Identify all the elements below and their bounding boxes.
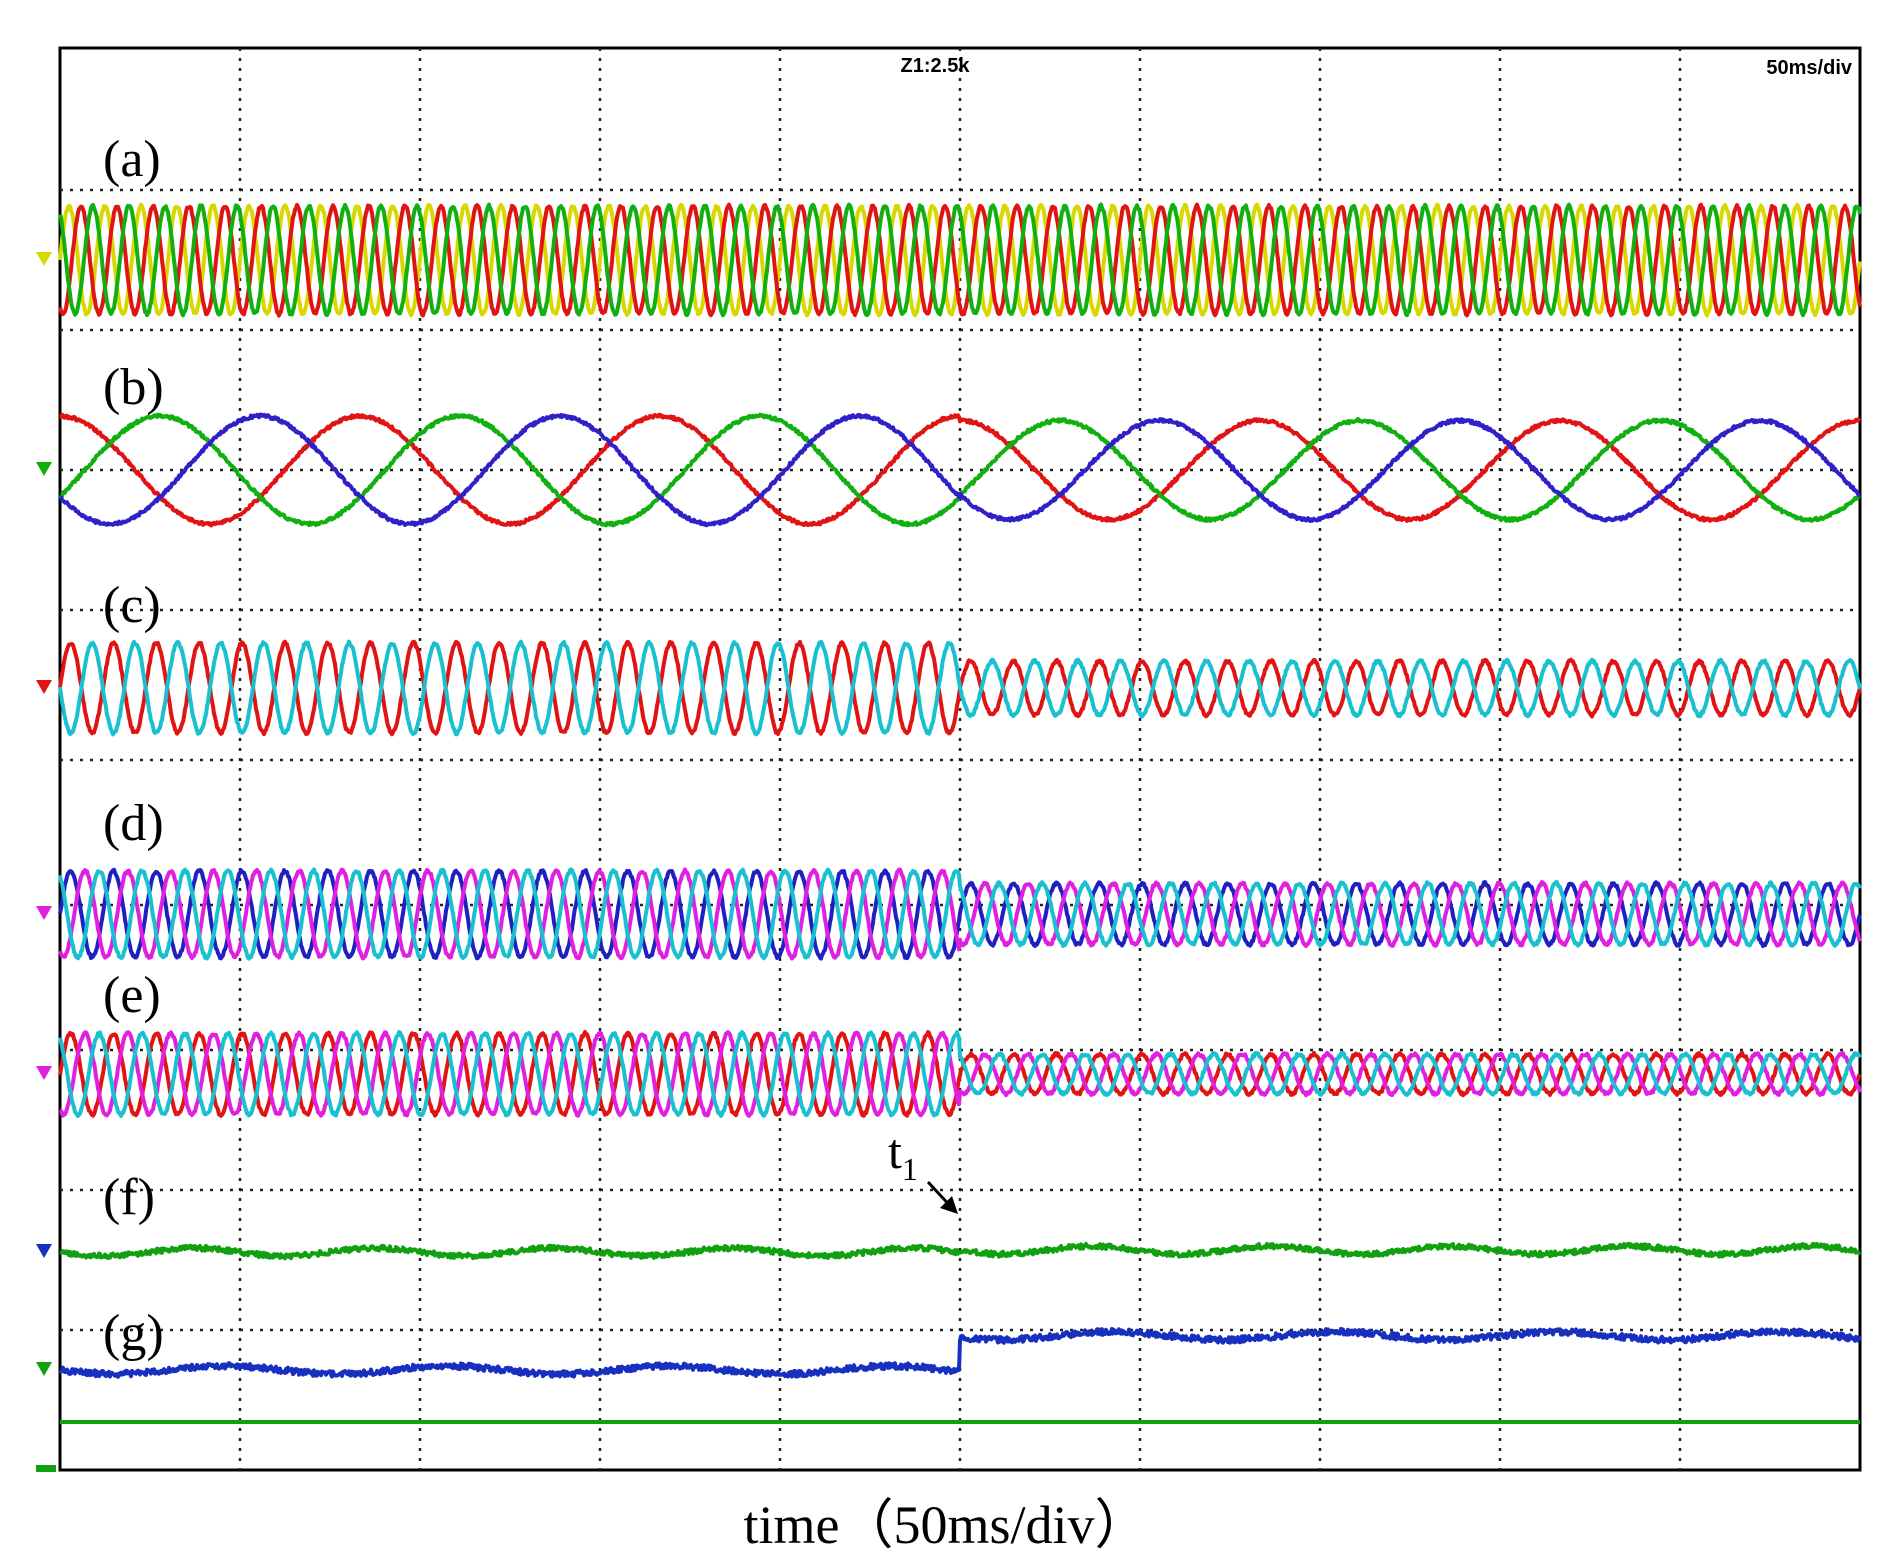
trace-e-3: [58, 1030, 1862, 1118]
channel-marker: [36, 1362, 52, 1376]
trace-d-2: [58, 867, 1862, 961]
trace-b-1: [59, 412, 1862, 528]
trace-a-1: [58, 202, 1862, 318]
header-right-label: 50ms/div: [1766, 57, 1852, 79]
channel-marker: [36, 680, 52, 694]
trace-e-2: [59, 1030, 1862, 1118]
event-marker-subscript: 1: [902, 1151, 918, 1187]
event-marker-label: t: [888, 1123, 902, 1179]
panel-label-c: (c): [103, 577, 161, 634]
baseline-marker: [36, 1465, 56, 1472]
panel-labels: (a) (b) (c) (d) (e) (f) (g): [103, 131, 164, 1362]
channel-marker: [36, 252, 52, 266]
x-axis-label: time（50ms/div）: [743, 1495, 1149, 1555]
header-center-label: Z1:2.5k: [901, 55, 971, 77]
panel-label-e: (e): [103, 967, 161, 1024]
panel-label-f: (f): [103, 1169, 155, 1226]
panel-label-g: (g): [103, 1305, 164, 1362]
traces: [36, 202, 1862, 1472]
event-marker: t1: [888, 1123, 958, 1214]
trace-a-2: [58, 202, 1862, 318]
svg-text:t1: t1: [888, 1123, 918, 1187]
channel-marker: [36, 462, 52, 476]
panel-label-b: (b): [103, 359, 164, 416]
panel-label-d: (d): [103, 795, 164, 852]
channel-marker: [36, 906, 52, 920]
trace-g-1: [58, 1326, 1862, 1379]
channel-marker: [36, 1066, 52, 1080]
trace-d-1: [58, 867, 1862, 961]
trace-f-1: [59, 1241, 1862, 1261]
channel-marker: [36, 1244, 52, 1258]
trace-e-1: [58, 1030, 1862, 1118]
trace-b-3: [58, 412, 1861, 528]
trace-c-2: [58, 639, 1862, 737]
event-arrow-head: [940, 1196, 958, 1214]
trace-a-3: [58, 202, 1862, 318]
panel-label-a: (a): [103, 131, 161, 188]
trace-d-3: [58, 867, 1862, 961]
